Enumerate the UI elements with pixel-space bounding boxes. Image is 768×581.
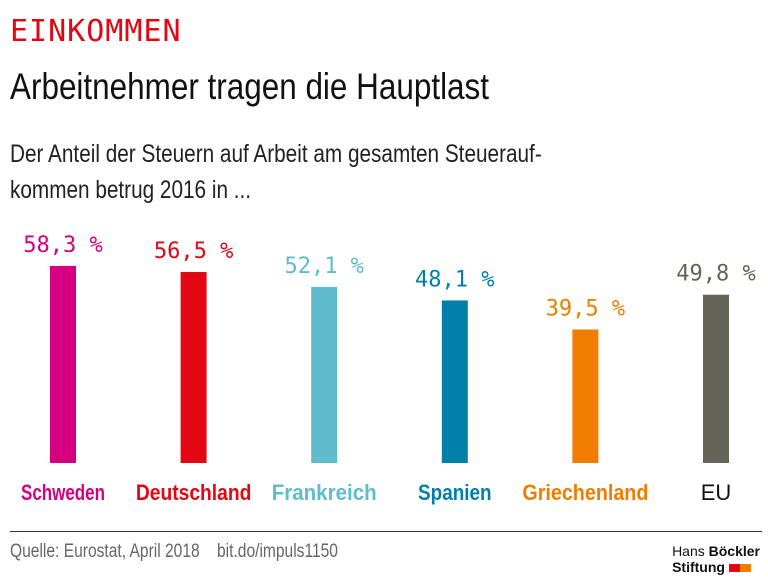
source-link[interactable]: bit.do/impuls1150 [216, 541, 338, 562]
bar-spanien [441, 300, 468, 463]
logo-text: Hans [672, 543, 705, 559]
category-label: Frankreich [272, 480, 377, 505]
category-label: Spanien [418, 480, 492, 505]
category-label: Schweden [21, 480, 105, 505]
chart-title: Arbeitnehmer tragen die Hauptlast [10, 66, 490, 107]
logo-orange-square [739, 564, 751, 573]
value-label: 49,8 % [676, 262, 755, 287]
category-label: EU [701, 480, 732, 505]
logo-text-bold: Böckler [708, 543, 760, 559]
bar-deutschland [180, 272, 207, 463]
logo-text-bold-2: Stiftung [672, 559, 725, 575]
value-label: 52,1 % [284, 254, 363, 279]
hans-boeckler-logo: Hans Böckler Stiftung [672, 543, 760, 575]
divider [10, 531, 762, 532]
bar-schweden [50, 265, 76, 463]
bar-plot: 58,3 % Schweden 56,5 % Deutschland 52,1 % Fra… [21, 233, 756, 505]
value-label: 56,5 % [154, 239, 233, 264]
category-label: Deutschland [136, 480, 252, 505]
subtitle-line-2: kommen betrug 2016 in ... [10, 176, 252, 204]
logo-red-square [728, 564, 740, 573]
kicker: EINKOMMEN [10, 14, 182, 49]
source-text: Quelle: Eurostat, April 2018 [10, 541, 200, 562]
bar-eu [703, 294, 729, 463]
bar-frankreich [311, 286, 338, 463]
chart-subtitle: Der Anteil der Steuern auf Arbeit am ges… [10, 136, 757, 208]
bar-griechenland [572, 329, 599, 463]
subtitle-line-1: Der Anteil der Steuern auf Arbeit am ges… [10, 140, 542, 168]
category-label: Griechenland [522, 480, 648, 505]
source-line: Quelle: Eurostat, April 2018 bit.do/impu… [10, 541, 338, 563]
value-label: 48,1 % [415, 267, 494, 292]
value-label: 58,3 % [23, 233, 102, 258]
value-label: 39,5 % [546, 296, 625, 321]
